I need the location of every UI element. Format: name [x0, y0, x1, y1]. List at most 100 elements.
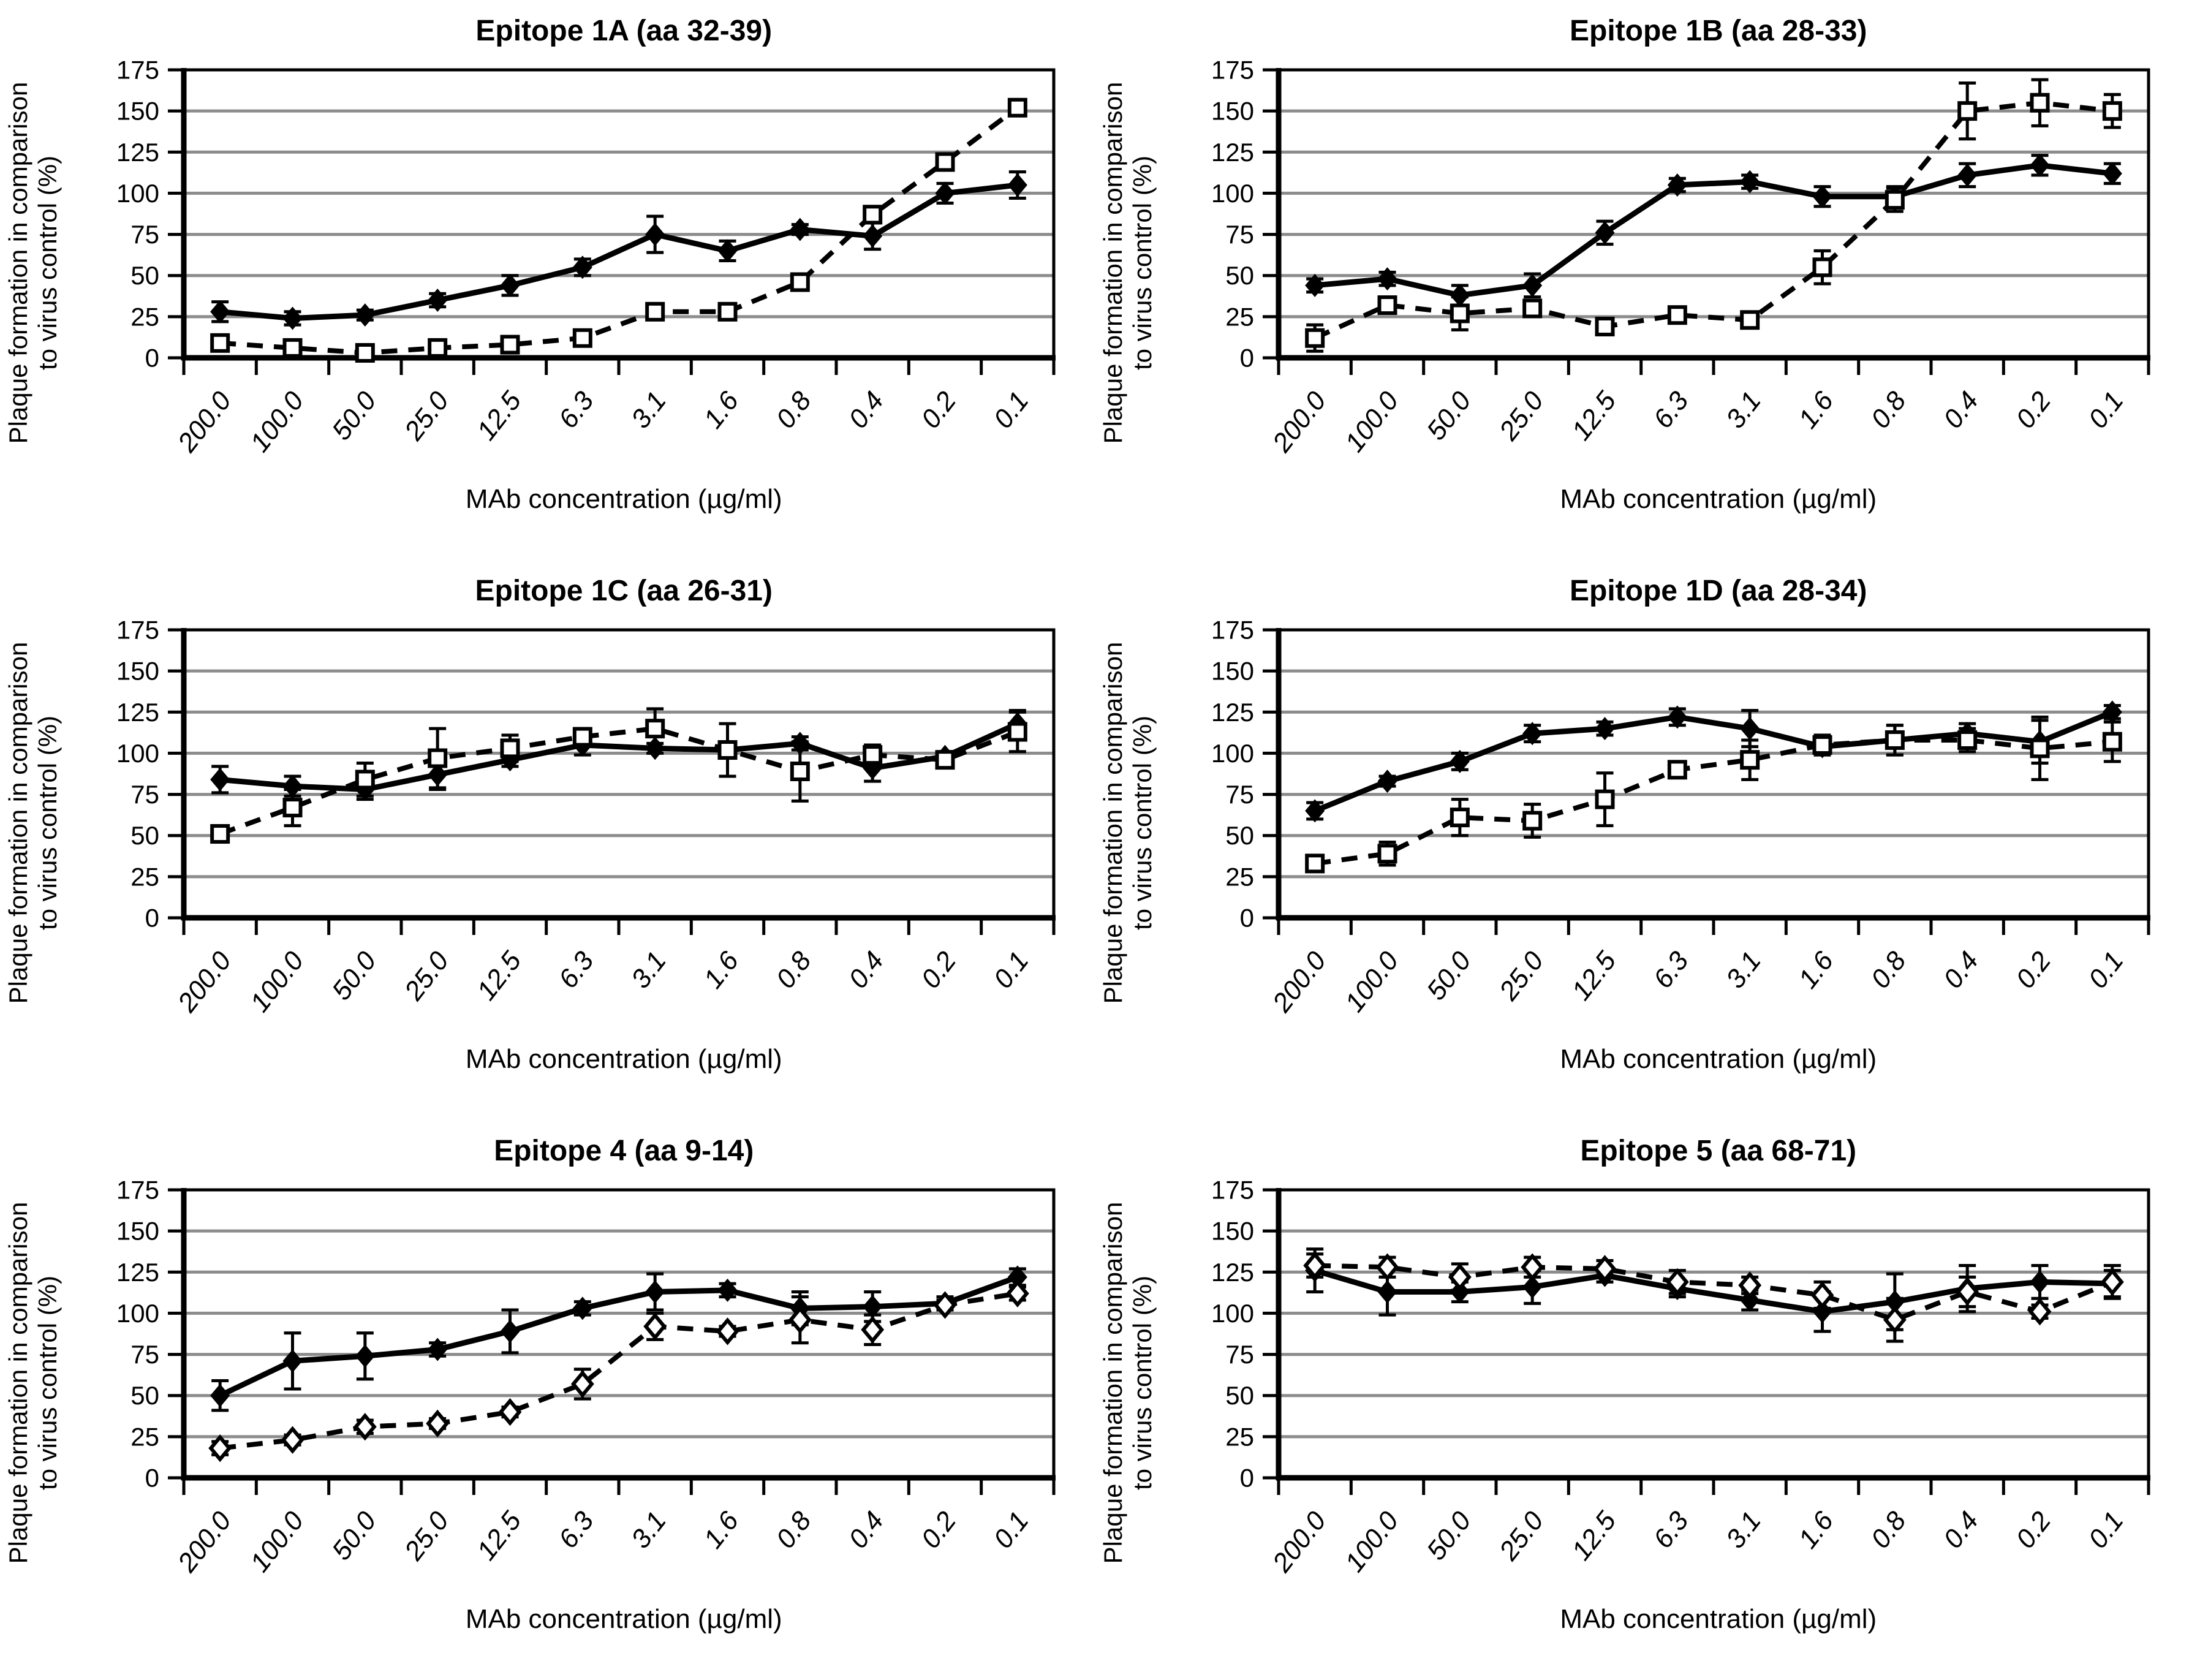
- x-axis-title: MAb concentration (µg/ml): [1560, 1604, 1877, 1634]
- marker-filled-diamond: [282, 774, 303, 798]
- x-tick-label: 12.5: [471, 1506, 527, 1566]
- marker-open-diamond: [1005, 1279, 1029, 1307]
- y-tick-label: 75: [130, 1340, 159, 1369]
- plot-svg: 0 25 50 75 100 125 150 175 200.0 100.0 50.0 25.0 12.…: [1098, 1176, 2150, 1578]
- x-tick-label: 100.0: [1339, 386, 1404, 458]
- marker-filled-diamond: [1522, 1275, 1542, 1299]
- x-tick-label: 50.0: [1421, 1506, 1477, 1566]
- marker-open-diamond: [208, 1434, 232, 1462]
- plot-svg: 0 25 50 75 100 125 150 175 200.0 100.0 50.0 25.0 12.…: [1098, 616, 2150, 1018]
- x-tick-label: 12.5: [471, 946, 527, 1006]
- marker-open-diamond: [933, 1291, 957, 1319]
- y-tick-label: 100: [1211, 739, 1253, 768]
- y-tick-label: 175: [1211, 56, 1253, 85]
- marker-open-square: [355, 770, 375, 790]
- y-tick-label: 100: [1211, 179, 1253, 208]
- series-line-dashed: [219, 726, 1019, 836]
- marker-open-square: [1885, 730, 1905, 750]
- x-axis-title: MAb concentration (µg/ml): [1560, 1044, 1877, 1074]
- marker-open-square: [645, 719, 665, 739]
- marker-open-square: [1667, 305, 1687, 325]
- marker-open-square: [282, 338, 303, 358]
- marker-open-square: [1595, 316, 1614, 336]
- marker-open-square: [645, 301, 665, 322]
- x-tick-label: 1.6: [1793, 946, 1840, 994]
- series-line-dashed: [219, 105, 1019, 355]
- marker-open-diamond: [1448, 1263, 1472, 1292]
- series-line-solid: [219, 1274, 1019, 1398]
- marker-open-square: [572, 328, 592, 348]
- marker-open-square: [1007, 97, 1027, 118]
- x-tick-label: 0.1: [988, 1506, 1034, 1554]
- y-tick-label: 0: [145, 344, 159, 373]
- x-tick-label: 25.0: [398, 386, 455, 447]
- chart-title: Epitope 1A (aa 32-39): [475, 15, 773, 47]
- x-tick-label: 0.1: [2082, 1506, 2129, 1554]
- marker-open-square: [282, 798, 303, 818]
- x-tick-label: 6.3: [1647, 386, 1695, 434]
- series-line-solid: [1313, 709, 2114, 814]
- marker-open-square: [1377, 295, 1397, 316]
- marker-filled-diamond: [1450, 283, 1470, 307]
- marker-filled-diamond: [428, 763, 448, 787]
- y-axis-label: to virus control (%): [1128, 716, 1157, 930]
- marker-filled-diamond: [2102, 162, 2122, 186]
- series-line-dashed: [1314, 1263, 2113, 1323]
- y-tick-label: 0: [1239, 1464, 1253, 1493]
- y-axis-label: Plaque formation in comparison: [4, 82, 32, 444]
- marker-filled-diamond: [428, 289, 448, 312]
- marker-filled-diamond: [1595, 221, 1614, 244]
- x-tick-label: 0.8: [770, 1506, 817, 1554]
- marker-filled-diamond: [863, 1295, 883, 1319]
- marker-filled-diamond: [500, 1319, 520, 1343]
- marker-open-square: [863, 205, 883, 225]
- marker-open-diamond: [1737, 1271, 1761, 1300]
- y-axis-label: to virus control (%): [33, 716, 62, 930]
- x-tick-label: 0.8: [770, 386, 817, 434]
- marker-open-square: [1739, 310, 1760, 330]
- x-tick-label: 6.3: [553, 1506, 600, 1554]
- x-tick-label: 0.8: [1865, 1506, 1912, 1554]
- y-tick-label: 0: [1239, 904, 1253, 933]
- x-tick-label: 3.1: [626, 1506, 672, 1554]
- marker-open-square: [935, 152, 955, 172]
- x-tick-label: 0.4: [843, 946, 890, 994]
- y-tick-label: 100: [116, 739, 159, 768]
- marker-filled-diamond: [1522, 722, 1542, 746]
- x-tick-label: 3.1: [626, 946, 672, 994]
- marker-open-square: [572, 727, 592, 747]
- x-tick-label: 12.5: [471, 386, 527, 446]
- x-tick-label: 100.0: [1339, 1506, 1404, 1578]
- marker-open-square: [1739, 750, 1760, 770]
- marker-filled-diamond: [1007, 1265, 1027, 1289]
- marker-open-square: [210, 333, 230, 353]
- marker-open-diamond: [353, 1413, 377, 1441]
- x-tick-label: 200.0: [1266, 1506, 1332, 1578]
- x-tick-label: 1.6: [698, 1506, 745, 1554]
- y-tick-label: 100: [1211, 1299, 1253, 1328]
- marker-open-square: [2030, 93, 2049, 113]
- marker-open-diamond: [281, 1426, 304, 1454]
- marker-filled-diamond: [500, 748, 520, 772]
- x-tick-label: 0.8: [770, 946, 817, 994]
- marker-open-square: [1957, 730, 1977, 750]
- chart-epitope-1c: Epitope 1C (aa 26-31) 0 25 50 75 100 125 150 17…: [0, 560, 1095, 1120]
- y-tick-label: 125: [116, 698, 159, 727]
- marker-filled-diamond: [1007, 173, 1027, 197]
- y-tick-label: 75: [1225, 220, 1254, 249]
- x-tick-label: 100.0: [244, 386, 310, 458]
- x-tick-label: 100.0: [244, 946, 310, 1018]
- x-tick-label: 12.5: [1566, 1506, 1622, 1566]
- x-tick-label: 25.0: [398, 946, 455, 1007]
- y-tick-label: 150: [1211, 657, 1253, 686]
- x-axis-title: MAb concentration (µg/ml): [1560, 484, 1877, 514]
- x-tick-label: 6.3: [553, 946, 600, 994]
- y-tick-label: 125: [1211, 1258, 1253, 1287]
- x-tick-label: 200.0: [172, 1506, 237, 1578]
- marker-open-diamond: [788, 1306, 812, 1334]
- x-tick-label: 1.6: [698, 946, 745, 994]
- x-tick-label: 50.0: [326, 386, 382, 446]
- marker-filled-diamond: [1812, 1300, 1832, 1323]
- y-axis-label: to virus control (%): [33, 1276, 62, 1490]
